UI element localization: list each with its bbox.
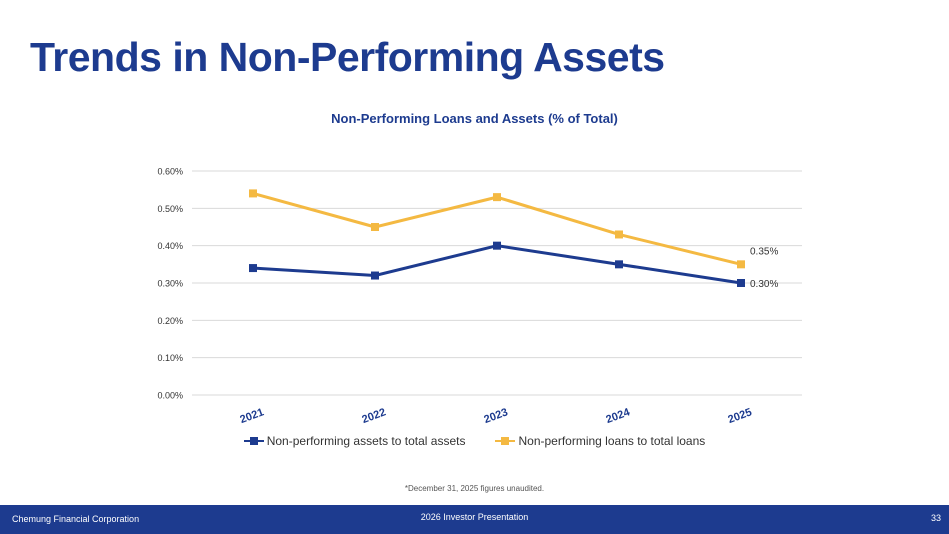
y-tick-label: 0.40% [157,241,183,251]
series-line-0 [252,244,742,285]
data-point-1 [493,193,501,202]
x-tick-label: 2025 [726,406,753,426]
legend-label-loans: Non-performing loans to total loans [518,434,706,448]
data-point-1 [615,230,623,239]
legend-swatch-assets [243,437,264,445]
y-tick-label: 0.00% [157,391,183,401]
data-label-1: 0.35% [750,246,778,257]
chart-title: Non-Performing Loans and Assets (% of To… [331,111,618,126]
x-tick-label: 2022 [360,406,387,426]
data-label-0: 0.30% [750,279,778,290]
footer-bar: Chemung Financial Corporation 2026 Inves… [0,505,949,534]
footer-presentation: 2026 Investor Presentation [420,512,529,522]
data-point-0 [737,279,745,287]
legend-label-assets: Non-performing assets to total assets [266,434,466,448]
data-point-0 [615,260,623,269]
x-tick-label: 2024 [604,406,632,426]
y-tick-label: 0.10% [157,353,183,363]
y-tick-label: 0.30% [157,279,183,289]
data-point-0 [371,271,379,280]
x-tick-label: 2021 [238,406,265,426]
chart-series: 0.30% 0.35% [249,189,778,290]
data-point-0 [493,241,501,250]
slide-title: Trends in Non-Performing Assets [30,34,665,80]
x-tick-label: 2023 [482,406,509,426]
footer-page-number: 33 [930,513,941,523]
line-chart: 0.00% 0.10% 0.20% 0.30% 0.40% 0.50% 0.60% 2021… [157,167,802,426]
data-point-1 [737,260,745,269]
x-axis-ticks: 2021 2022 2023 2024 2025 [238,406,753,426]
footnote: *December 31, 2025 figures unaudited. [404,484,545,493]
data-point-0 [249,264,257,273]
data-point-1 [371,223,379,231]
legend-item-loans: Non-performing loans to total loans [495,434,705,448]
series-line-1 [252,191,742,266]
y-tick-label: 0.20% [157,316,183,326]
chart-grid [192,170,802,396]
y-tick-label: 0.50% [157,204,183,214]
y-tick-label: 0.60% [157,167,183,177]
y-axis-ticks: 0.00% 0.10% 0.20% 0.30% 0.40% 0.50% 0.60% [157,167,183,401]
legend-item-assets: Non-performing assets to total assets [243,434,466,448]
legend-swatch-loans [495,437,516,445]
footer-company: Chemung Financial Corporation [12,514,140,524]
chart-legend: Non-performing assets to total assets No… [0,434,949,448]
data-point-1 [249,189,257,198]
